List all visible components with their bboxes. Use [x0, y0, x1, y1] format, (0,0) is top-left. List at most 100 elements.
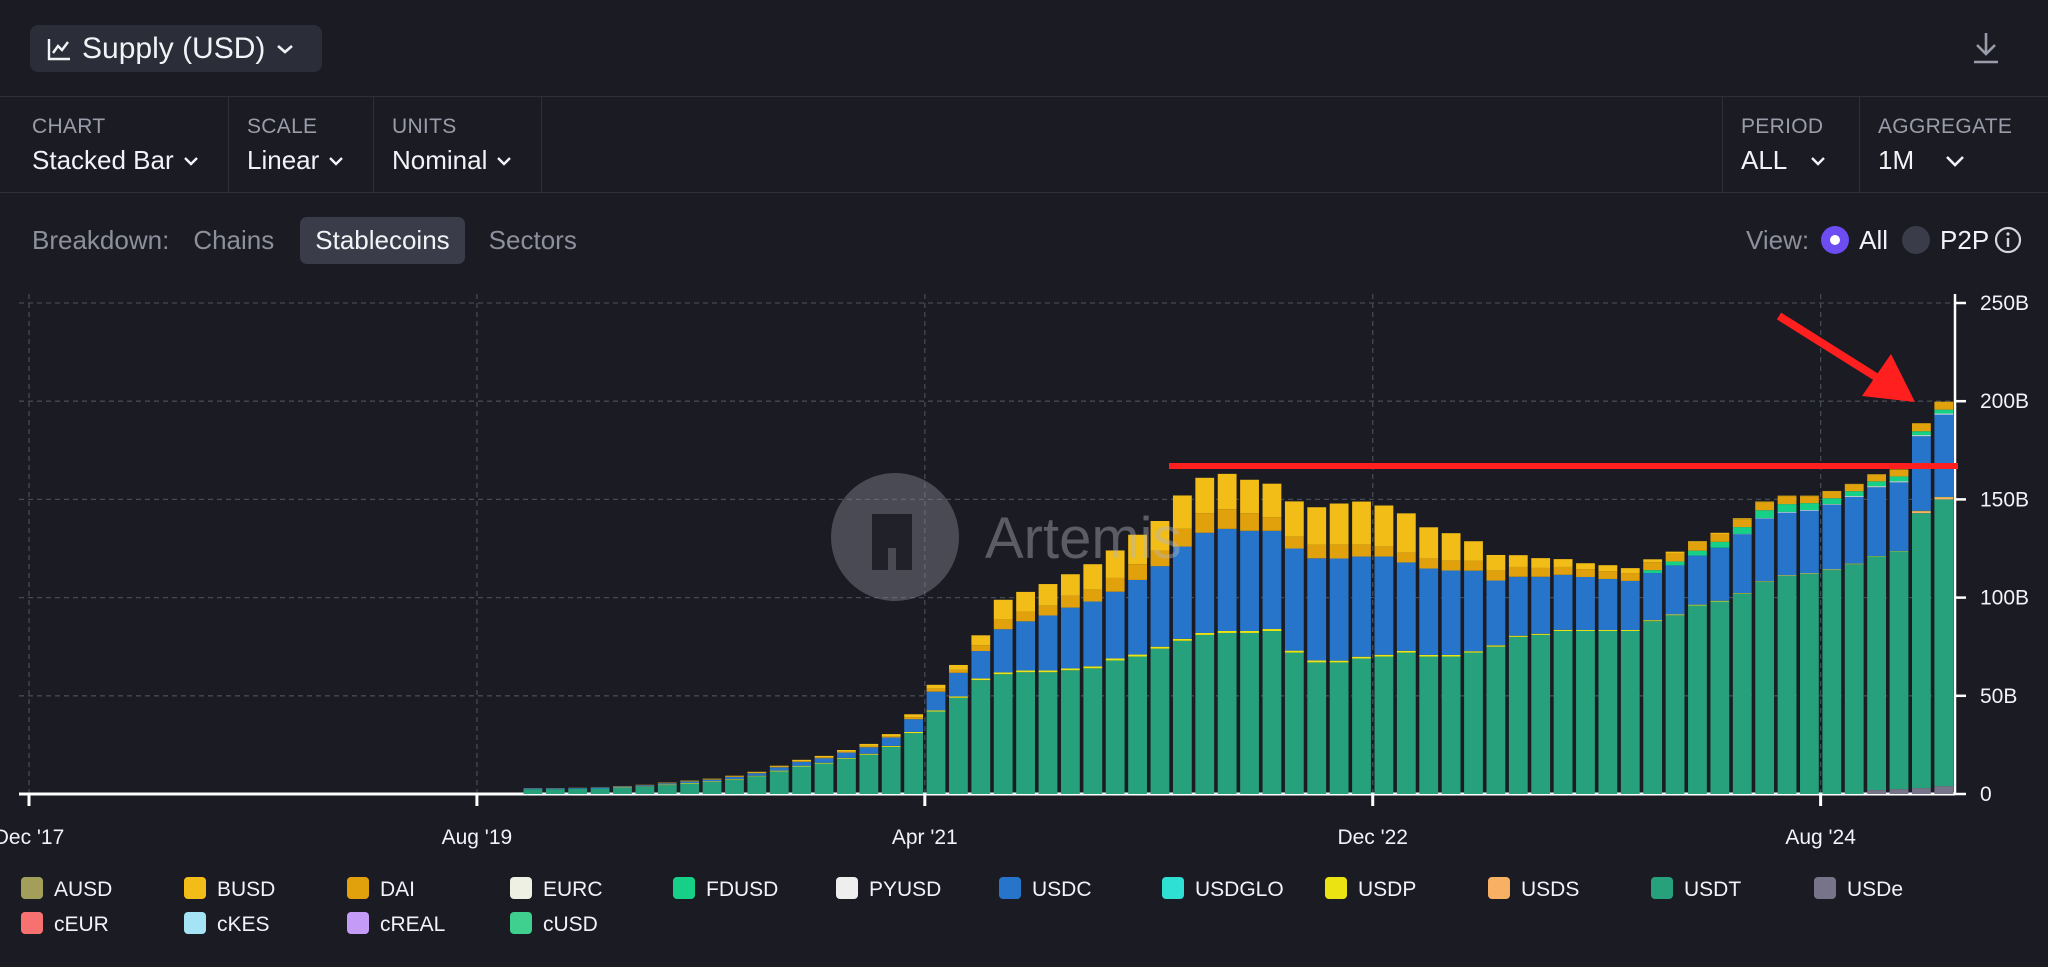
bar-segment — [1038, 584, 1058, 606]
bar-segment — [971, 635, 991, 646]
legend-label: PYUSD — [869, 878, 941, 901]
y-tick-label: 250B — [1980, 292, 2029, 315]
info-icon[interactable] — [1993, 225, 2023, 255]
bar-segment — [1620, 630, 1640, 631]
bar-segment — [1800, 510, 1819, 511]
scale-control[interactable]: SCALE Linear — [229, 97, 374, 192]
bar-segment — [1016, 672, 1035, 794]
bar-segment — [1060, 574, 1080, 596]
bar-segment — [949, 672, 968, 697]
bar-segment — [1688, 541, 1707, 543]
view-option: P2P — [1940, 224, 1990, 255]
bar-segment — [1643, 559, 1663, 563]
download-button[interactable] — [1970, 30, 2002, 66]
bar-segment — [1396, 552, 1416, 563]
bar-segment — [1464, 541, 1483, 561]
legend-swatch — [21, 877, 43, 899]
bar-segment — [1262, 517, 1282, 531]
bar-segment — [1441, 570, 1461, 655]
bar-segment — [1172, 495, 1192, 529]
metric-selector[interactable]: Supply (USD) — [30, 25, 322, 72]
bar-segment — [1643, 621, 1663, 794]
aggregate-control[interactable]: AGGREGATE 1M — [1860, 97, 2048, 192]
bar-segment — [1531, 634, 1551, 794]
bar-segment — [1150, 521, 1170, 551]
bar-segment — [1598, 630, 1618, 631]
bar-segment — [1844, 563, 1864, 565]
bar-segment — [1688, 542, 1707, 551]
bar-segment — [1486, 645, 1506, 647]
bar-segment — [747, 775, 767, 777]
annotation — [1169, 312, 1958, 469]
bar-segment — [1195, 513, 1215, 533]
bar-segment — [1060, 668, 1080, 671]
bar-segment — [1464, 651, 1483, 653]
legend-swatch — [999, 877, 1021, 899]
bar-segment — [1620, 580, 1640, 631]
bar-segment — [1307, 544, 1327, 559]
bar-segment — [680, 783, 700, 794]
legend-label: FDUSD — [706, 878, 778, 901]
bar-segment — [1284, 652, 1304, 794]
bar-segment — [1912, 423, 1931, 432]
bar-segment — [1912, 788, 1931, 794]
bar-segment — [725, 776, 744, 777]
bar-segment — [1800, 573, 1819, 575]
bar-segment — [814, 757, 834, 759]
bar-segment — [1486, 570, 1506, 581]
bar-segment — [1172, 638, 1192, 641]
bar-segment — [1867, 487, 1887, 556]
radio[interactable] — [1900, 224, 1932, 256]
bar-segment — [1867, 481, 1887, 487]
bar-segment — [1755, 518, 1775, 582]
bar-segment — [1284, 548, 1304, 651]
bar-segment — [1441, 560, 1461, 571]
bar-segment — [1844, 496, 1864, 497]
bar-segment — [702, 781, 722, 783]
bar-segment — [1710, 541, 1730, 548]
legend-label: AUSD — [54, 878, 112, 901]
bar-segment — [1576, 563, 1595, 570]
bar-segment — [1172, 528, 1192, 547]
control-value: ALL — [1741, 145, 1788, 175]
bar-segment — [1934, 409, 1954, 414]
radio-selected[interactable] — [1819, 224, 1851, 256]
bar-segment — [1016, 611, 1035, 622]
period-control[interactable]: PERIOD ALL — [1722, 97, 1860, 192]
x-tick-label: Apr '21 — [892, 826, 958, 849]
units-control[interactable]: UNITS Nominal — [374, 97, 542, 192]
tab-active[interactable]: Stablecoins — [300, 216, 465, 264]
bar-segment — [1800, 495, 1819, 497]
bar-segment — [1531, 576, 1551, 634]
bar-segment — [792, 759, 812, 762]
bar-segment — [1531, 558, 1551, 568]
legend-swatch — [184, 912, 206, 934]
controls-bar: CHART Stacked Bar SCALE Linear UNITS Nomina… — [0, 97, 2048, 193]
bar-segment — [1665, 553, 1685, 562]
bar-segment — [1844, 484, 1864, 492]
bar-segment — [1732, 593, 1752, 794]
chart-control[interactable]: CHART Stacked Bar — [14, 97, 229, 192]
chevron — [183, 156, 198, 166]
bar-segment — [1710, 600, 1730, 602]
bar-segment — [949, 664, 968, 670]
bar-segment — [1844, 564, 1864, 794]
bar-segment — [1553, 566, 1573, 575]
bar-segment — [1307, 662, 1327, 794]
bar-segment — [1665, 565, 1685, 615]
bar-segment — [1912, 431, 1931, 436]
bar-segment — [657, 785, 677, 794]
bar-segment — [1419, 558, 1439, 569]
bar-segment — [993, 619, 1013, 630]
tab[interactable]: Chains — [193, 224, 275, 255]
legend-label: EURC — [543, 878, 603, 901]
bar-segment — [1464, 570, 1483, 652]
bar-segment — [1240, 530, 1259, 631]
legend-label: USDP — [1358, 878, 1416, 901]
bar-segment — [1688, 555, 1707, 605]
tab[interactable]: Sectors — [488, 224, 577, 255]
bar-segment — [1822, 491, 1842, 499]
bar-segment — [1822, 504, 1842, 570]
bar-segment — [1128, 564, 1147, 580]
